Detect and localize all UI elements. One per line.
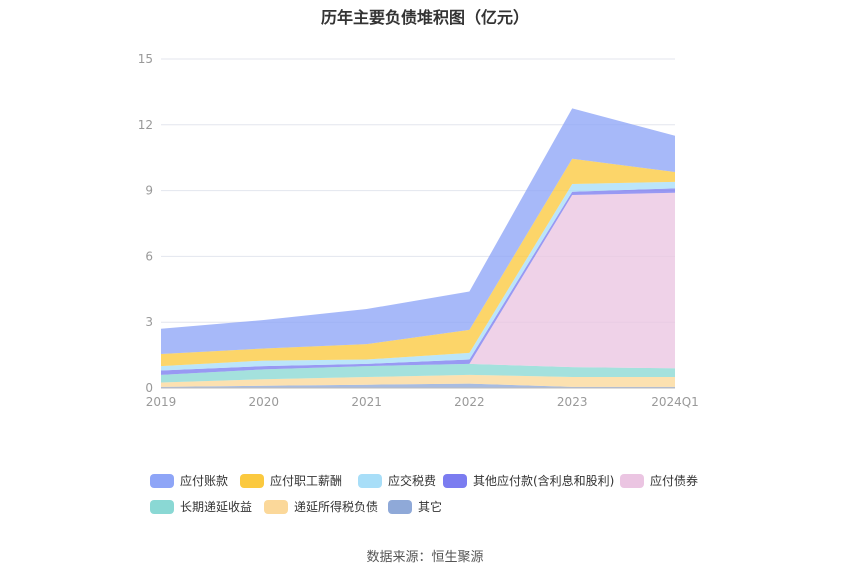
area-series-7 — [161, 108, 675, 355]
x-tick-label: 2021 — [351, 395, 382, 409]
y-tick-label: 12 — [138, 118, 153, 132]
y-tick-label: 9 — [145, 184, 153, 198]
chart-title: 历年主要负债堆积图（亿元） — [320, 8, 529, 27]
y-tick-label: 0 — [145, 381, 153, 395]
y-tick-label: 15 — [138, 52, 153, 66]
legend-label: 其他应付款(含利息和股利) — [473, 474, 615, 488]
legend-label: 长期递延收益 — [180, 500, 253, 514]
legend-swatch — [240, 473, 264, 488]
legend-label: 其它 — [418, 500, 443, 514]
y-tick-label: 3 — [145, 315, 153, 329]
legend-swatch — [620, 473, 644, 488]
legend-item[interactable]: 应付职工薪酬 — [240, 472, 342, 489]
area-series-5 — [161, 181, 675, 371]
area-series-1 — [161, 374, 675, 387]
legend-label: 应交税费 — [388, 474, 437, 488]
legend-swatch — [358, 473, 382, 488]
legend-item[interactable]: 其它 — [388, 498, 442, 515]
legend-label: 应付账款 — [180, 474, 229, 488]
legend-label: 应付职工薪酬 — [270, 474, 343, 488]
legend-swatch — [264, 499, 288, 514]
legend-swatch — [150, 499, 174, 514]
x-tick-label: 2024Q1 — [651, 395, 699, 409]
area-series-0 — [161, 383, 675, 388]
area-series — [161, 108, 675, 388]
area-series-4 — [161, 188, 675, 375]
legend-item[interactable]: 长期递延收益 — [150, 498, 252, 515]
legend-item[interactable]: 其他应付款(含利息和股利) — [443, 472, 614, 489]
x-tick-label: 2023 — [557, 395, 588, 409]
legend-item[interactable]: 应付债券 — [620, 472, 698, 489]
legend-swatch — [443, 473, 467, 488]
x-tick-label: 2020 — [249, 395, 280, 409]
legend-item[interactable]: 应交税费 — [358, 472, 436, 489]
legend-swatch — [150, 473, 174, 488]
chart-plot: 0 3 6 9 12 15 2019 2020 2021 2022 2023 2024Q1 — [138, 52, 699, 409]
legend-item[interactable]: 应付账款 — [150, 472, 228, 489]
legend-label: 递延所得税负债 — [294, 500, 379, 514]
y-tick-label: 6 — [145, 249, 153, 263]
legend-swatch — [388, 499, 412, 514]
data-source-note: 数据来源：恒生聚源 — [366, 550, 484, 565]
legend-item[interactable]: 递延所得税负债 — [264, 498, 378, 515]
legend-label: 应付债券 — [650, 474, 699, 488]
area-series-2 — [161, 363, 675, 383]
x-tick-label: 2022 — [454, 395, 485, 409]
x-tick-label: 2019 — [146, 395, 177, 409]
axes: 0 3 6 9 12 15 2019 2020 2021 2022 2023 2024Q1 — [138, 52, 699, 409]
area-series-6 — [161, 158, 675, 367]
area-series-3 — [161, 192, 675, 375]
